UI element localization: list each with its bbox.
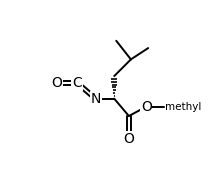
- Text: O: O: [51, 76, 62, 90]
- Text: C: C: [72, 76, 82, 90]
- Text: N: N: [90, 92, 101, 106]
- Text: methyl: methyl: [165, 102, 201, 112]
- Text: O: O: [124, 132, 134, 146]
- Text: O: O: [141, 100, 152, 114]
